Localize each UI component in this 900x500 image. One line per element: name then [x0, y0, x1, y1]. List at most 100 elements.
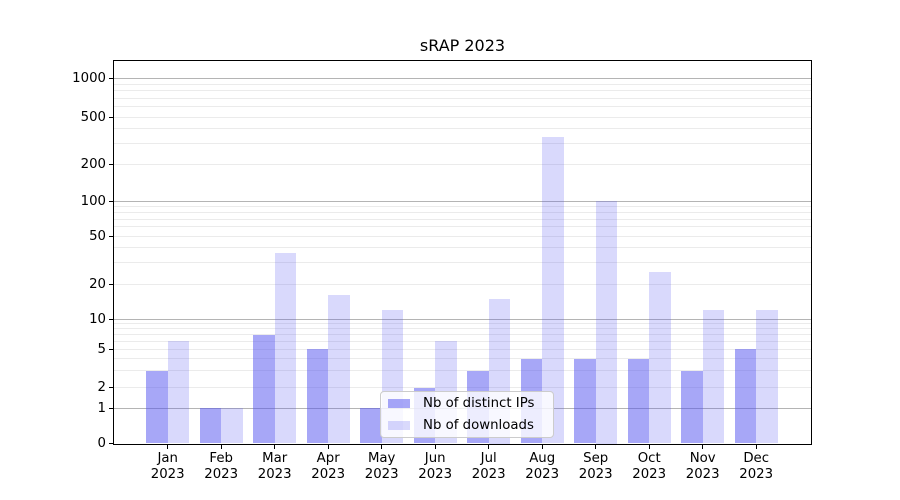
x-tick-mark-apr [327, 445, 329, 449]
y-tick-mark-50 [109, 235, 113, 237]
bar-distinct-ips-sep [574, 358, 596, 444]
y-tick-label-200: 200 [80, 156, 106, 172]
y-gridline-minor-50 [114, 235, 811, 237]
y-tick-label-1000: 1000 [72, 71, 106, 86]
bar-downloads-apr [328, 295, 350, 444]
x-tick-mark-jan [167, 445, 169, 449]
y-tick-label-500: 500 [80, 109, 106, 125]
x-tick-label-mar: Mar 2023 [257, 451, 292, 482]
y-tick-label-20: 20 [89, 276, 106, 292]
chart-title: sRAP 2023 [419, 36, 506, 55]
x-tick-mark-oct [648, 445, 650, 449]
bar-downloads-nov [702, 309, 725, 444]
x-tick-mark-jul [488, 445, 490, 449]
y-tick-label-100: 100 [80, 193, 106, 209]
x-tick-label-oct: Oct 2023 [632, 451, 667, 482]
y-gridline-minor-2 [114, 387, 811, 389]
y-tick-mark-100 [109, 200, 113, 202]
y-tick-mark-2 [109, 387, 113, 389]
y-gridline-minor-900 [114, 83, 811, 85]
x-tick-label-may: May 2023 [364, 451, 399, 482]
y-gridline-minor-5 [114, 348, 811, 350]
y-gridline-minor-40 [114, 247, 811, 249]
y-gridline-major-100 [114, 200, 811, 202]
y-gridline-minor-60 [114, 226, 811, 228]
bar-distinct-ips-nov [681, 370, 703, 444]
bar-downloads-dec [756, 309, 778, 444]
bar-distinct-ips-dec [734, 349, 757, 444]
x-tick-mark-sep [595, 445, 597, 449]
bar-distinct-ips-mar [253, 334, 275, 444]
plot-frame [113, 60, 812, 445]
y-tick-mark-5 [109, 348, 113, 350]
x-tick-label-dec: Dec 2023 [739, 451, 774, 482]
y-gridline-minor-600 [114, 106, 811, 108]
x-tick-mark-dec [755, 445, 757, 449]
y-gridline-minor-6 [114, 340, 811, 342]
bar-downloads-jan [167, 341, 190, 444]
y-gridline-minor-200 [114, 163, 811, 165]
x-tick-label-aug: Aug 2023 [525, 451, 560, 482]
legend-swatch-downloads [388, 421, 410, 430]
y-gridline-minor-500 [114, 116, 811, 118]
y-gridline-minor-800 [114, 90, 811, 92]
x-tick-label-feb: Feb 2023 [204, 451, 239, 482]
y-gridline-minor-9 [114, 323, 811, 325]
x-tick-label-jun: Jun 2023 [418, 451, 453, 482]
x-tick-mark-mar [274, 445, 276, 449]
legend: Nb of distinct IPs Nb of downloads [380, 391, 554, 438]
bar-downloads-oct [649, 272, 671, 444]
y-gridline-minor-20 [114, 283, 811, 285]
x-tick-mark-jun [434, 445, 436, 449]
y-tick-mark-0 [109, 443, 113, 444]
legend-row-distinct-ips: Nb of distinct IPs [388, 394, 547, 413]
x-tick-mark-feb [220, 445, 222, 449]
y-gridline-minor-4 [114, 358, 811, 360]
bar-downloads-aug [542, 136, 564, 444]
x-tick-label-sep: Sep 2023 [578, 451, 613, 482]
bar-downloads-sep [595, 201, 618, 444]
x-tick-mark-nov [702, 445, 704, 449]
bar-distinct-ips-apr [306, 349, 329, 444]
y-gridline-minor-8 [114, 328, 811, 330]
legend-label-downloads: Nb of downloads [423, 418, 534, 433]
x-tick-label-apr: Apr 2023 [311, 451, 346, 482]
y-tick-mark-500 [109, 116, 113, 118]
bar-distinct-ips-oct [627, 358, 650, 444]
legend-label-distinct-ips: Nb of distinct IPs [423, 396, 535, 411]
y-gridline-minor-700 [114, 97, 811, 99]
y-tick-mark-1 [109, 407, 113, 409]
y-gridline-minor-70 [114, 218, 811, 220]
legend-row-downloads: Nb of downloads [388, 416, 547, 435]
y-gridline-minor-400 [114, 127, 811, 129]
y-tick-mark-20 [109, 283, 113, 285]
y-tick-label-0: 0 [97, 436, 106, 451]
x-tick-label-nov: Nov 2023 [685, 451, 720, 482]
y-tick-label-10: 10 [89, 311, 106, 327]
bar-distinct-ips-may [360, 408, 382, 444]
bar-distinct-ips-feb [199, 408, 222, 444]
legend-swatch-distinct-ips [388, 399, 410, 408]
x-tick-label-jul: Jul 2023 [471, 451, 506, 482]
x-tick-label-jan: Jan 2023 [150, 451, 185, 482]
bar-distinct-ips-jan [146, 370, 168, 444]
y-gridline-major-10 [114, 318, 811, 320]
y-tick-mark-10 [109, 318, 113, 320]
y-tick-label-5: 5 [97, 341, 106, 357]
y-gridline-minor-300 [114, 142, 811, 144]
bar-downloads-feb [221, 408, 243, 444]
y-tick-mark-1000 [109, 78, 113, 79]
y-gridline-minor-90 [114, 205, 811, 207]
y-gridline-minor-80 [114, 211, 811, 213]
x-tick-mark-aug [541, 445, 543, 449]
y-gridline-minor-7 [114, 334, 811, 336]
bar-downloads-mar [274, 253, 297, 444]
y-tick-label-2: 2 [97, 380, 106, 396]
x-tick-mark-may [381, 445, 383, 449]
y-tick-label-1: 1 [97, 400, 106, 416]
y-gridline-major-1000 [114, 78, 811, 79]
y-tick-label-50: 50 [89, 228, 106, 244]
y-gridline-minor-3 [114, 370, 811, 372]
y-tick-mark-200 [109, 163, 113, 165]
